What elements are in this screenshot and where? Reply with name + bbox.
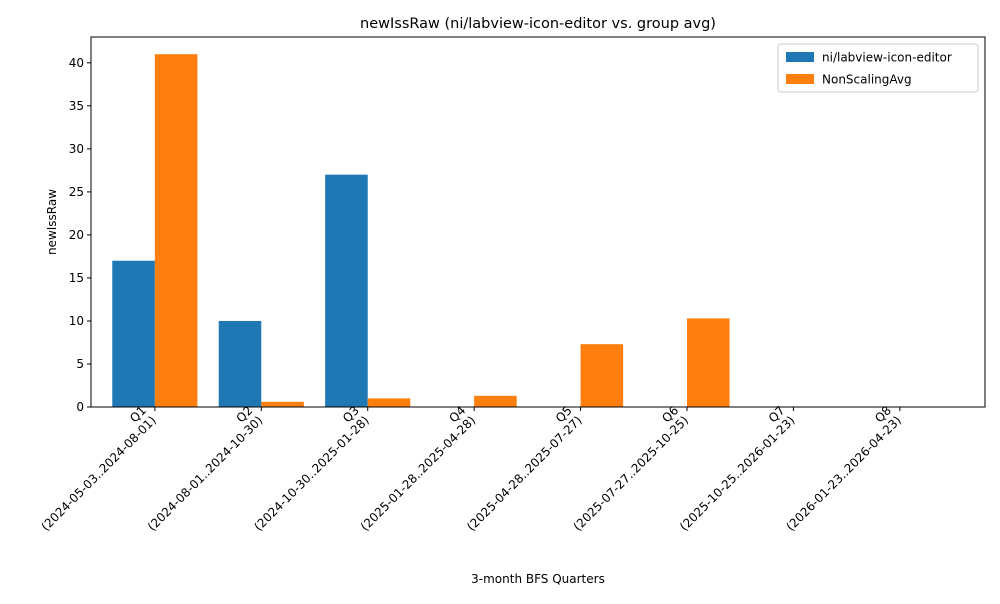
x-tick-label-line: (2024-05-03..2024-08-01)	[38, 413, 159, 534]
legend-swatch	[786, 52, 814, 62]
legend-label: ni/labview-icon-editor	[822, 51, 952, 65]
bar-series1-q1	[112, 260, 155, 407]
y-tick-label: 15	[69, 271, 84, 285]
bar-series2-q5	[580, 344, 624, 407]
x-tick-label-line: (2025-10-25..2026-01-23)	[677, 413, 798, 534]
y-tick-label: 0	[76, 400, 84, 414]
plot-frame	[90, 36, 986, 408]
x-axis-label: 3-month BFS Quarters	[471, 572, 605, 586]
x-tick-label-line: (2024-10-30..2025-01-28)	[251, 413, 372, 534]
x-tick-label-line: (2026-01-23..2026-04-23)	[783, 413, 904, 534]
bar-series2-q3	[367, 398, 411, 407]
bar-series2-q1	[154, 54, 198, 408]
legend: ni/labview-icon-editor NonScalingAvg	[777, 43, 979, 93]
y-tick-label: 20	[69, 228, 84, 242]
bar-series2-q4	[474, 395, 517, 407]
y-tick-label: 25	[69, 185, 84, 199]
y-tick-label: 10	[69, 314, 84, 328]
y-axis-label: newIssRaw	[45, 189, 59, 255]
legend-label: NonScalingAvg	[822, 73, 912, 87]
x-tick-label-line: (2025-01-28..2025-04-28)	[358, 413, 479, 534]
y-tick-label: 5	[76, 357, 84, 371]
x-tick-label-line: (2025-07-27..2025-10-25)	[571, 413, 692, 534]
legend-box	[777, 43, 979, 93]
bar-series2-q6	[687, 318, 730, 407]
y-tick-label: 35	[69, 99, 84, 113]
bar-series2-q2	[261, 401, 304, 407]
plot-area: 0 5 10 15 20 25 30 35 40 Q1(2024-05-03..2024-08-0…	[29, 36, 986, 534]
bar-series1-q2	[218, 320, 262, 407]
y-tick-label: 40	[69, 56, 84, 70]
x-tick-label: Q1(2024-05-03..2024-08-01)	[29, 403, 159, 533]
bar-series1-q3	[325, 174, 368, 407]
chart-title: newIssRaw (ni/labview-icon-editor vs. gr…	[360, 16, 716, 32]
y-tick-label: 30	[69, 142, 84, 156]
x-tick-label-line: (2025-04-28..2025-07-27)	[464, 413, 585, 534]
legend-swatch	[786, 74, 814, 84]
x-tick-label-line: (2024-08-01..2024-10-30)	[145, 413, 266, 534]
